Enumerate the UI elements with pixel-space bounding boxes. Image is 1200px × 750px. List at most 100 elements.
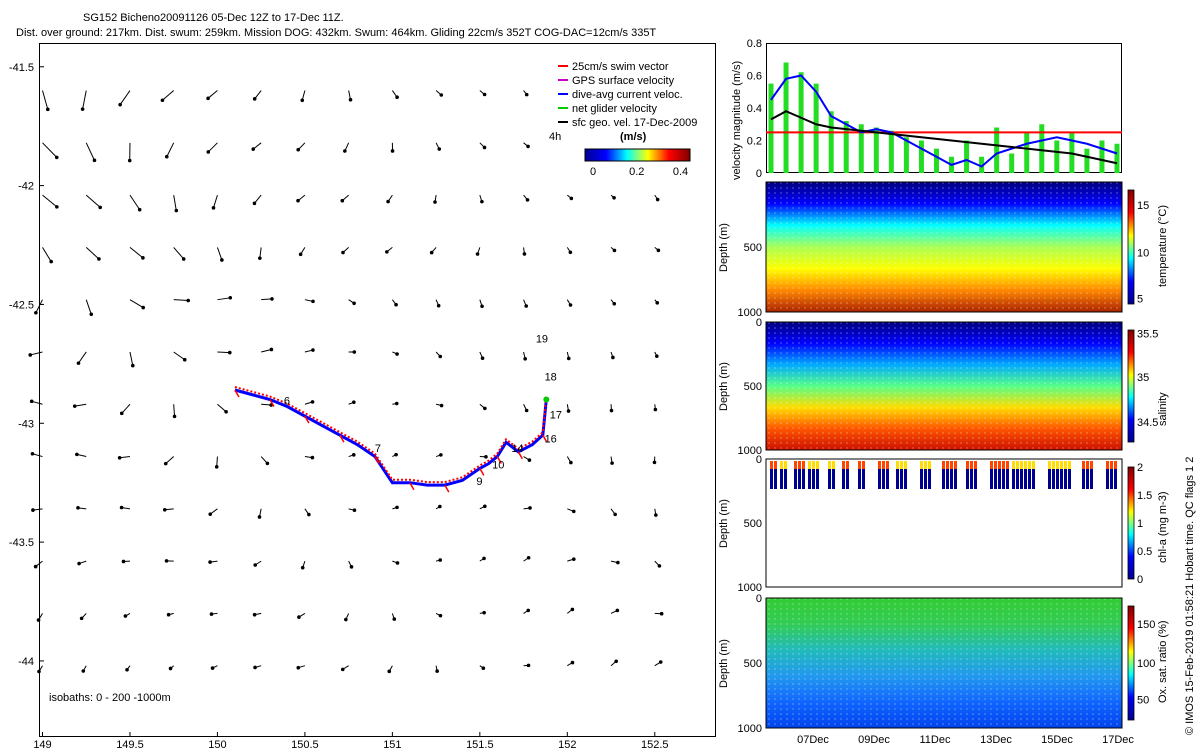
section-panel-chla: 0 500 1000 Depth (m) 0 0.5 1 1.5 2 chl-a (mg m-3) (718, 454, 1169, 594)
geo-arrow-head (123, 614, 128, 618)
geo-arrow-head (72, 404, 77, 408)
section-colorbar (1127, 189, 1135, 305)
geo-arrow-head (76, 361, 81, 365)
geo-arrow-head (351, 453, 356, 457)
geo-arrow-head (395, 95, 399, 100)
chla-surface-sample (904, 461, 907, 469)
section-frame (765, 597, 1123, 729)
geo-arrow (74, 403, 87, 407)
geo-arrow-head (352, 400, 356, 405)
map-ytick-label: -42 (18, 181, 34, 193)
colorbar-tick-label: 35.5 (1137, 328, 1158, 340)
geo-arrow-head (616, 560, 620, 565)
geo-arrow-head (119, 505, 124, 510)
map-ytick-label: -42.5 (9, 299, 34, 311)
geo-arrow-head (439, 93, 444, 97)
chla-profile (1110, 469, 1113, 489)
geo-arrow-head (37, 669, 41, 674)
geo-arrow-head (30, 451, 35, 456)
geo-arrow (129, 194, 141, 210)
map-xtick-label: 150.5 (291, 739, 319, 750)
day-label: 7 (375, 443, 381, 455)
geo-arrow-head (210, 666, 215, 670)
chla-profile (1024, 469, 1027, 489)
map-xtick-label: 151.5 (466, 739, 494, 750)
map-xtick-label: 151 (383, 739, 401, 750)
depth-tick-label: 1000 (738, 445, 762, 457)
geo-arrow (85, 299, 92, 315)
depth-axis-label: Depth (m) (718, 499, 730, 548)
geo-arrow-head (270, 297, 274, 301)
chla-surface-sample (780, 461, 783, 469)
velocity-ytick-label: 0.2 (747, 136, 762, 148)
chla-profile (798, 469, 801, 489)
depth-tick-label: 1000 (738, 723, 762, 735)
geo-arrow-head (251, 147, 256, 151)
swim-vector (374, 456, 380, 464)
chla-surface-sample (954, 461, 957, 469)
geo-arrow-head (80, 107, 85, 111)
chla-surface-sample (1020, 461, 1023, 469)
map-ytick-label: -41.5 (9, 62, 34, 74)
geo-arrow-head (572, 557, 576, 561)
swim-vector (542, 434, 548, 443)
chla-surface-sample (1052, 461, 1055, 469)
dive-avg-current-series (770, 74, 1118, 168)
chla-profile (816, 469, 819, 489)
section-frame (765, 458, 1123, 588)
title-line2: Dist. over ground: 217km. Dist. swum: 25… (16, 27, 657, 39)
geo-arrow-head (653, 407, 658, 412)
geo-arrow-head (612, 195, 616, 200)
geo-arrow-head (211, 206, 216, 210)
chla-surface-sample (994, 461, 997, 469)
chla-surface-sample (1114, 461, 1117, 469)
geo-arrow-head (655, 301, 660, 305)
geo-arrow-head (524, 304, 529, 308)
colorbar-tick-label: 34.5 (1137, 417, 1158, 429)
geo-arrow-head (395, 352, 399, 356)
chla-surface-sample (858, 461, 861, 469)
section-fill (766, 182, 1122, 312)
geo-arrow-head (480, 199, 484, 204)
swim-vector (304, 415, 310, 424)
geo-arrow-head (395, 561, 400, 565)
geo-arrow-head (340, 198, 345, 203)
chla-surface-sample (846, 461, 849, 469)
geo-arrow-head (656, 248, 661, 253)
geo-arrow-head (160, 98, 165, 103)
colorbar-tick-label: 100 (1137, 658, 1155, 670)
geo-arrow-head (659, 611, 664, 616)
chla-surface-sample (812, 461, 815, 469)
geo-arrow-head (654, 513, 658, 517)
geo-arrow (173, 404, 176, 417)
chla-profile (858, 469, 861, 489)
time-tick-label: 09Dec (858, 734, 890, 746)
geo-arrow (217, 351, 230, 354)
chla-surface-sample (990, 461, 993, 469)
day-label: 10 (492, 459, 504, 471)
chla-surface-sample (924, 461, 927, 469)
geo-arrow-head (253, 665, 257, 670)
geo-arrow-head (524, 92, 529, 97)
geo-arrow-head (253, 563, 258, 567)
geo-arrow-head (433, 200, 437, 204)
geo-arrow (129, 299, 144, 309)
geo-arrow-head (297, 615, 301, 619)
time-tick-label: 07Dec (797, 734, 829, 746)
geo-arrow-head (570, 607, 575, 612)
geo-arrow-head (141, 256, 145, 260)
geo-arrow (173, 351, 186, 361)
chla-surface-sample (816, 461, 819, 469)
geo-arrow-head (482, 92, 487, 97)
depth-tick-label: 0 (756, 454, 762, 466)
chla-profile (808, 469, 811, 489)
geo-arrow-head (269, 347, 274, 352)
section-panel-oxygen: 0 500 1000 Depth (m) 50 100 150 Ox. sat. ratio … (718, 593, 1169, 735)
geo-arrow-head (252, 201, 257, 206)
geo-arrow-head (394, 452, 398, 457)
colorbar-label: Ox. sat. ratio (%) (1157, 620, 1169, 703)
geo-arrow-head (311, 348, 315, 352)
chla-surface-sample (1002, 461, 1005, 469)
geo-arrow-head (310, 400, 315, 404)
surface-geostrophic-series (770, 110, 1118, 165)
